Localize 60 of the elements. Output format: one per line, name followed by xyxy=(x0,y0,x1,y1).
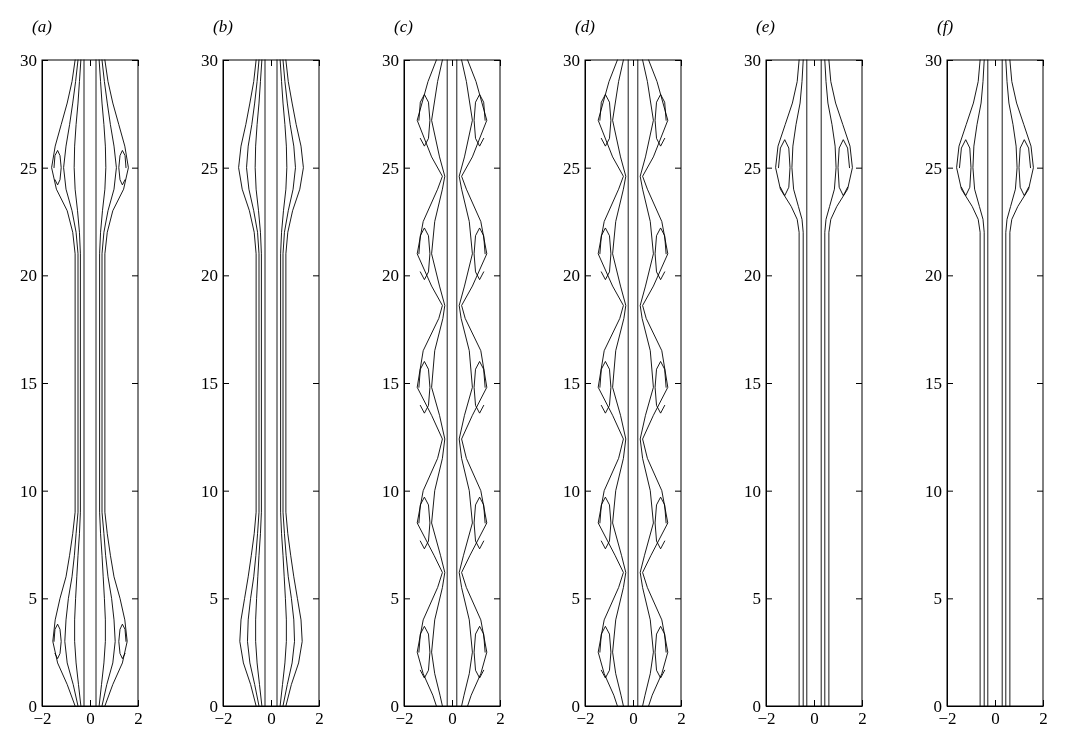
x-tick-label: 0 xyxy=(267,709,276,729)
y-tick-label: 10 xyxy=(20,481,37,501)
y-tick-label: 20 xyxy=(201,266,218,286)
y-tick-label: 10 xyxy=(925,481,942,501)
x-tick-label: 0 xyxy=(86,709,95,729)
x-tick-label: 2 xyxy=(858,709,867,729)
y-tick-label: 10 xyxy=(382,481,399,501)
y-tick-label: 10 xyxy=(563,481,580,501)
y-tick-label: 5 xyxy=(28,589,37,609)
y-tick-label: 25 xyxy=(563,158,580,178)
y-tick-label: 25 xyxy=(744,158,761,178)
y-tick-label: 25 xyxy=(20,158,37,178)
y-tick-label: 10 xyxy=(744,481,761,501)
chart-title: (e) xyxy=(756,17,776,36)
y-tick-label: 5 xyxy=(571,589,580,609)
y-tick-label: 15 xyxy=(744,373,761,393)
y-tick-label: 30 xyxy=(563,50,580,70)
y-tick-label: 30 xyxy=(925,50,942,70)
y-tick-label: 20 xyxy=(382,266,399,286)
x-tick-label: 2 xyxy=(496,709,505,729)
x-tick-label: 2 xyxy=(134,709,143,729)
y-tick-label: 0 xyxy=(390,696,399,716)
chart-title: (d) xyxy=(575,17,596,36)
chart-title: (c) xyxy=(394,17,414,36)
y-tick-label: 15 xyxy=(925,373,942,393)
y-tick-label: 30 xyxy=(20,50,37,70)
y-tick-label: 0 xyxy=(933,696,942,716)
y-tick-label: 25 xyxy=(201,158,218,178)
x-tick-label: 2 xyxy=(315,709,324,729)
y-tick-label: 30 xyxy=(201,50,218,70)
y-tick-label: 15 xyxy=(382,373,399,393)
chart-title: (b) xyxy=(213,17,234,36)
y-tick-label: 0 xyxy=(571,696,580,716)
y-tick-label: 5 xyxy=(752,589,761,609)
y-tick-label: 15 xyxy=(201,373,218,393)
y-tick-label: 0 xyxy=(209,696,218,716)
y-tick-label: 20 xyxy=(744,266,761,286)
y-tick-label: 15 xyxy=(20,373,37,393)
chart-title: (f) xyxy=(937,17,954,36)
x-tick-label: 2 xyxy=(1039,709,1048,729)
y-tick-label: 25 xyxy=(925,158,942,178)
y-tick-label: 5 xyxy=(933,589,942,609)
chart-title: (a) xyxy=(32,17,53,36)
y-tick-label: 5 xyxy=(390,589,399,609)
y-tick-label: 20 xyxy=(563,266,580,286)
x-tick-label: 0 xyxy=(448,709,457,729)
x-tick-label: 0 xyxy=(810,709,819,729)
y-tick-label: 10 xyxy=(201,481,218,501)
y-tick-label: 20 xyxy=(20,266,37,286)
y-tick-label: 25 xyxy=(382,158,399,178)
y-tick-label: 5 xyxy=(209,589,218,609)
y-tick-label: 0 xyxy=(28,696,37,716)
x-tick-label: 2 xyxy=(677,709,686,729)
x-tick-label: 0 xyxy=(629,709,638,729)
y-tick-label: 15 xyxy=(563,373,580,393)
y-tick-label: 0 xyxy=(752,696,761,716)
y-tick-label: 20 xyxy=(925,266,942,286)
y-tick-label: 30 xyxy=(744,50,761,70)
y-tick-label: 30 xyxy=(382,50,399,70)
x-tick-label: 0 xyxy=(991,709,1000,729)
